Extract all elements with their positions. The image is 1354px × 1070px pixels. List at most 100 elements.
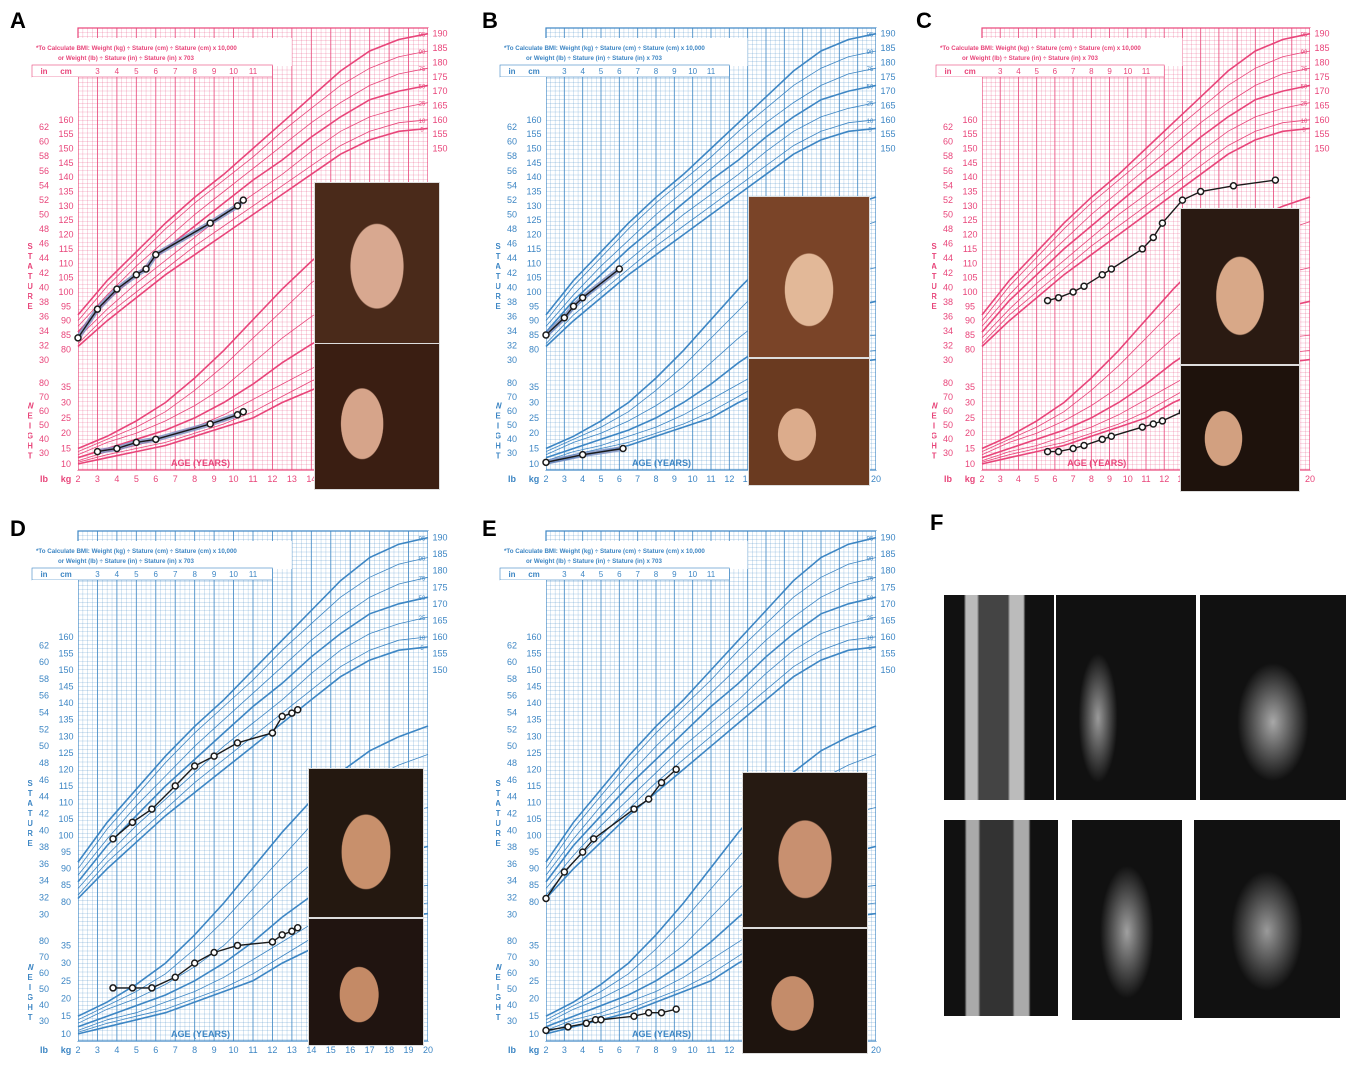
stature-in-tick: 44 bbox=[507, 253, 517, 263]
stature-cm-tick: 110 bbox=[963, 258, 977, 268]
percentile-stature-curve bbox=[981, 50, 1311, 321]
stature-cm-tick: 130 bbox=[526, 201, 541, 211]
percentile-stature-curve bbox=[981, 102, 1311, 339]
stature-letter: U bbox=[496, 819, 501, 828]
panel-label-a: A bbox=[10, 8, 26, 33]
right-cm-tick: 190 bbox=[432, 533, 447, 543]
patient-weight-point bbox=[239, 407, 248, 416]
stature-cm-tick: 95 bbox=[529, 847, 539, 857]
stature-letter: U bbox=[496, 282, 501, 291]
stature-letter: T bbox=[28, 789, 33, 798]
weight-lb-tick: 30 bbox=[507, 1016, 517, 1026]
weight-lb-tick: 40 bbox=[507, 1000, 517, 1010]
stature-cm-tick: 135 bbox=[526, 187, 541, 197]
patient-weight-point bbox=[132, 438, 141, 447]
stature-in-tick: 48 bbox=[39, 758, 49, 768]
weight-lb-tick: 40 bbox=[39, 434, 49, 444]
stature-cm-tick: 120 bbox=[526, 764, 541, 774]
stature-cm-tick: 150 bbox=[58, 665, 73, 675]
weight-letter: I bbox=[29, 983, 31, 992]
patient-weight-point bbox=[1107, 432, 1116, 441]
patient-stature-point bbox=[542, 894, 550, 903]
bmi-note-line1: *To Calculate BMI: Weight (kg) ÷ Stature… bbox=[940, 45, 1141, 52]
stature-cm-tick: 130 bbox=[962, 201, 977, 211]
stature-in-tick: 34 bbox=[507, 876, 517, 886]
stature-in-tick: 56 bbox=[507, 691, 517, 701]
age-tick: 4 bbox=[1016, 474, 1021, 484]
stature-letter: A bbox=[932, 262, 937, 271]
age-tick: 11 bbox=[706, 1045, 715, 1055]
stature-cm-tick: 125 bbox=[962, 215, 977, 225]
stature-cm-tick: 90 bbox=[529, 316, 539, 326]
stature-cm-tick: 100 bbox=[962, 287, 977, 297]
stature-in-tick: 50 bbox=[507, 209, 517, 219]
top-age-tick: 8 bbox=[1089, 67, 1094, 76]
patient-weight-point bbox=[564, 1023, 572, 1031]
stature-in-tick: 52 bbox=[507, 195, 517, 205]
stature-in-tick: 46 bbox=[507, 775, 517, 785]
right-cm-tick: 185 bbox=[880, 43, 895, 53]
age-tick: 4 bbox=[114, 474, 119, 484]
top-age-tick: 3 bbox=[562, 67, 567, 76]
stature-in-tick: 54 bbox=[39, 708, 49, 718]
stature-cm-tick: 90 bbox=[61, 316, 71, 326]
weight-lb-tick: 60 bbox=[39, 406, 49, 416]
weight-letter: E bbox=[496, 412, 501, 421]
patient-stature-point bbox=[132, 270, 141, 279]
stature-in-tick: 38 bbox=[39, 297, 49, 307]
weight-kg-tick: 35 bbox=[965, 382, 975, 392]
weight-kg-tick: 35 bbox=[61, 382, 71, 392]
age-axis-title: AGE (YEARS) bbox=[1067, 458, 1126, 468]
patient-stature-point bbox=[1271, 176, 1280, 184]
photo-a-profile bbox=[314, 343, 440, 490]
age-tick: 16 bbox=[345, 1045, 355, 1055]
patient-weight-point bbox=[206, 420, 214, 428]
stature-cm-tick: 85 bbox=[529, 880, 539, 890]
age-tick: 3 bbox=[998, 474, 1003, 484]
patient-weight-point bbox=[597, 1016, 605, 1024]
stature-in-tick: 62 bbox=[39, 122, 49, 132]
weight-kg-tick: 25 bbox=[61, 413, 71, 423]
stature-cm-tick: 145 bbox=[58, 158, 73, 168]
percentile-stature-curve bbox=[545, 50, 877, 321]
stature-cm-tick: 160 bbox=[962, 115, 977, 125]
stature-cm-tick: 135 bbox=[58, 715, 73, 725]
weight-kg-tick: 15 bbox=[61, 444, 71, 454]
top-age-tick: 4 bbox=[1016, 67, 1021, 76]
stature-in-tick: 60 bbox=[943, 137, 953, 147]
weight-lb-tick: 70 bbox=[39, 392, 49, 402]
weight-kg-tick: 35 bbox=[529, 940, 539, 950]
stature-in-tick: 58 bbox=[943, 151, 953, 161]
stature-cm-tick: 145 bbox=[526, 158, 541, 168]
age-tick: 6 bbox=[153, 1045, 158, 1055]
stature-cm-tick: 150 bbox=[58, 144, 73, 154]
weight-kg-tick: 15 bbox=[965, 444, 975, 454]
weight-lb-tick: 50 bbox=[507, 420, 517, 430]
age-tick: 2 bbox=[543, 474, 548, 484]
top-age-tick: 5 bbox=[599, 570, 604, 579]
stature-letter: T bbox=[932, 272, 937, 281]
xray-legs-2 bbox=[944, 820, 1058, 1016]
age-tick: 10 bbox=[229, 1045, 239, 1055]
stature-in-tick: 42 bbox=[943, 268, 953, 278]
photo-b-profile bbox=[748, 358, 870, 486]
bmi-note-line2: or Weight (lb) ÷ Stature (in) ÷ Stature … bbox=[58, 558, 194, 565]
percentile-label: 95 bbox=[419, 33, 426, 39]
age-axis-title: AGE (YEARS) bbox=[632, 1029, 691, 1039]
stature-letter: T bbox=[28, 252, 33, 261]
top-age-tick: 11 bbox=[1142, 67, 1151, 76]
unit-cm-label: cm bbox=[964, 67, 976, 76]
stature-in-tick: 32 bbox=[39, 341, 49, 351]
weight-letter: H bbox=[932, 442, 937, 451]
weight-letter: T bbox=[496, 452, 501, 461]
stature-in-tick: 48 bbox=[39, 224, 49, 234]
top-age-tick: 8 bbox=[654, 570, 659, 579]
percentile-stature-curve bbox=[981, 119, 1311, 344]
stature-cm-tick: 130 bbox=[526, 731, 541, 741]
right-cm-tick: 180 bbox=[432, 57, 447, 67]
